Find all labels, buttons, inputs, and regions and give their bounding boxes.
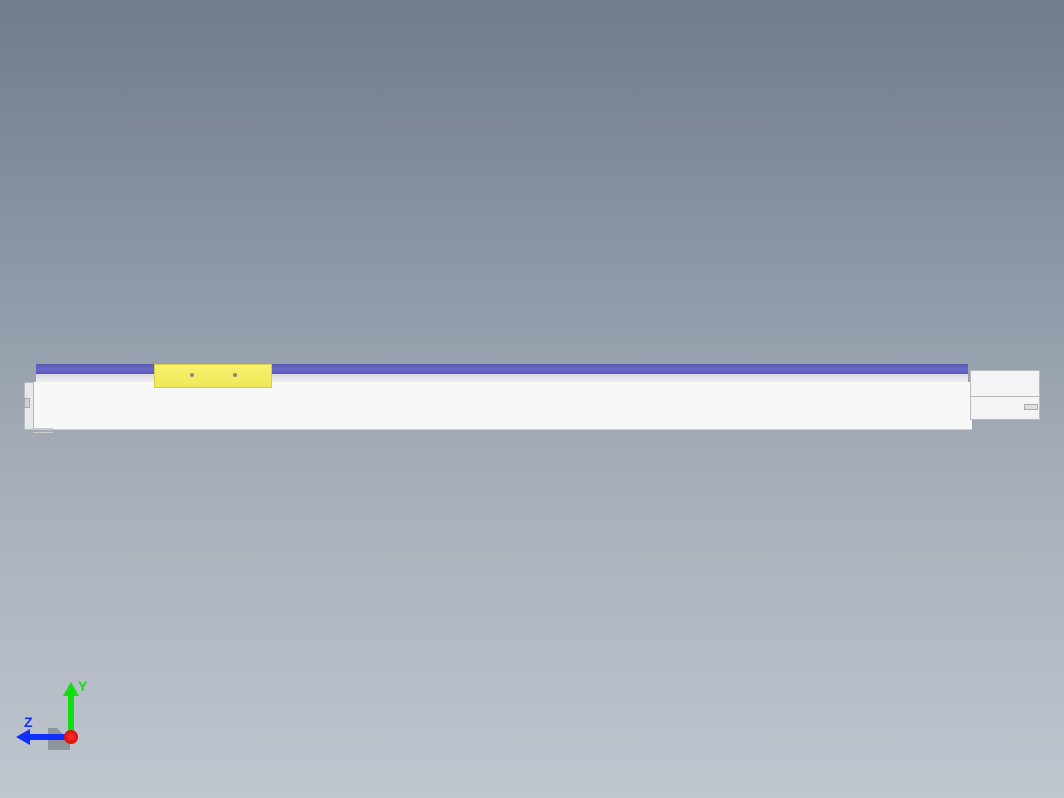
rail-body xyxy=(24,382,972,430)
z-axis-label: Z xyxy=(24,714,33,730)
coordinate-triad[interactable]: Y Z xyxy=(26,680,116,770)
y-axis-label: Y xyxy=(78,678,87,694)
y-axis-arrowhead-icon xyxy=(63,682,79,696)
motor-mount-block xyxy=(970,370,1040,420)
y-axis-arrow xyxy=(68,692,74,734)
mount-seam-line xyxy=(970,396,1040,397)
mounting-hole xyxy=(190,373,194,377)
mount-detail xyxy=(1024,404,1038,410)
carriage-block xyxy=(154,364,272,388)
body-groove-line xyxy=(33,432,53,433)
x-axis-origin-icon xyxy=(64,730,78,744)
cad-viewport[interactable]: Y Z xyxy=(0,0,1064,798)
z-axis-arrowhead-icon xyxy=(16,729,30,745)
mounting-hole xyxy=(233,373,237,377)
model-assembly[interactable] xyxy=(24,364,1040,430)
end-cap-notch xyxy=(24,398,30,408)
z-axis-arrow xyxy=(26,734,68,740)
body-groove-line xyxy=(33,428,53,429)
